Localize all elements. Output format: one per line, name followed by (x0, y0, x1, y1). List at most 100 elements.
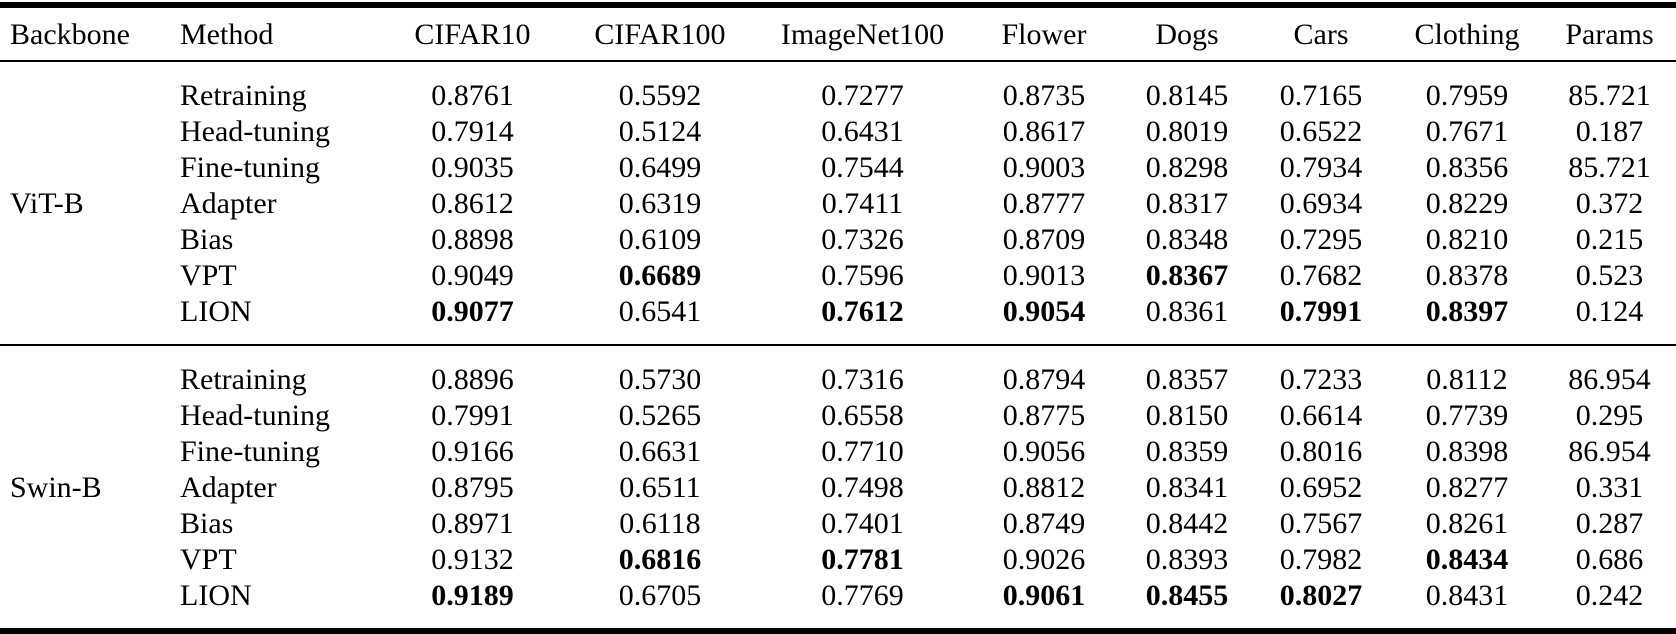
metric-value: 0.7612 (821, 294, 904, 328)
metric-value: 0.8442 (1145, 506, 1229, 540)
metric-value: 0.7769 (821, 578, 904, 612)
metric-value: 0.372 (1575, 186, 1644, 220)
table-row: LION 0.9077 0.6541 0.7612 0.9054 0.8361 0.799… (0, 293, 1676, 345)
metric-value: 0.9061 (1002, 578, 1086, 612)
metric-value: 0.7682 (1279, 258, 1363, 292)
method-label: Head-tuning (180, 398, 330, 432)
metric-value: 0.7991 (431, 398, 514, 432)
group-vit-b: ViT-B Retraining 0.8761 0.5592 0.7277 0.873… (0, 61, 1676, 345)
backbone-label: Swin-B (10, 470, 102, 504)
metric-value: 0.9166 (431, 434, 514, 468)
metric-value: 0.7959 (1425, 78, 1509, 112)
metric-value: 0.7326 (821, 222, 904, 256)
method-label: Bias (180, 222, 234, 256)
metric-value: 0.8277 (1425, 470, 1509, 504)
metric-value: 0.8378 (1425, 258, 1509, 292)
metric-value: 0.5124 (618, 114, 702, 148)
metric-value: 0.8794 (1002, 362, 1086, 396)
metric-value: 0.7411 (821, 186, 904, 220)
table-row: ViT-B Retraining 0.8761 0.5592 0.7277 0.873… (0, 61, 1676, 220)
metric-value: 0.7165 (1279, 78, 1363, 112)
metric-value: 0.8777 (1002, 186, 1086, 220)
header-params: Params (1543, 8, 1676, 62)
metric-value: 0.7934 (1279, 150, 1363, 184)
metric-value: 0.7596 (821, 258, 904, 292)
metric-value: 0.9077 (431, 294, 514, 328)
metric-value: 0.8145 (1145, 78, 1229, 112)
backbone-label: ViT-B (10, 186, 84, 220)
header-dogs: Dogs (1123, 8, 1251, 62)
metric-value: 0.8019 (1145, 114, 1229, 148)
method-label: VPT (180, 258, 237, 292)
metric-value: 0.6118 (619, 506, 701, 540)
metric-value: 0.9056 (1002, 434, 1086, 468)
metric-value: 0.7295 (1279, 222, 1363, 256)
metric-value: 0.8612 (431, 186, 514, 220)
metric-value: 0.8317 (1145, 186, 1229, 220)
metric-value: 0.8356 (1425, 150, 1509, 184)
metric-value: 0.7710 (821, 434, 904, 468)
metric-value: 0.7567 (1279, 506, 1363, 540)
metric-value: 0.9132 (431, 542, 514, 576)
metric-value: 0.8749 (1002, 506, 1086, 540)
metric-value: 0.8896 (431, 362, 514, 396)
header-flower: Flower (965, 8, 1123, 62)
metric-value: 0.8431 (1425, 578, 1509, 612)
metric-value: 0.6934 (1279, 186, 1363, 220)
header-backbone: Backbone (0, 8, 170, 62)
method-label: Retraining (180, 78, 307, 112)
header-method: Method (170, 8, 385, 62)
table-row: Fine-tuning 0.9166 0.6631 0.7710 0.9056 0.83… (0, 433, 1676, 469)
metric-value: 0.686 (1575, 542, 1644, 576)
metric-value: 0.523 (1575, 258, 1644, 292)
metric-value: 0.7781 (821, 542, 904, 576)
method-label: Fine-tuning (180, 150, 320, 184)
metric-value: 0.8150 (1145, 398, 1229, 432)
table-row: Head-tuning 0.7914 0.5124 0.6431 0.8617 0.80… (0, 113, 1676, 149)
metric-value: 0.9049 (431, 258, 514, 292)
metric-value: 0.7739 (1425, 398, 1509, 432)
metric-value: 0.8393 (1145, 542, 1229, 576)
metric-value: 0.5730 (618, 362, 702, 396)
table-row: Swin-B Retraining 0.8896 0.5730 0.7316 0.87… (0, 345, 1676, 504)
metric-value: 0.9003 (1002, 150, 1086, 184)
metric-value: 0.8112 (1426, 362, 1508, 396)
metric-value: 0.6541 (618, 294, 702, 328)
metric-value: 0.8027 (1279, 578, 1363, 612)
metric-value: 0.8229 (1425, 186, 1509, 220)
metric-value: 0.8617 (1002, 114, 1086, 148)
header-imagenet100: ImageNet100 (760, 8, 965, 62)
metric-value: 0.8367 (1145, 258, 1229, 292)
metric-value: 0.8761 (431, 78, 514, 112)
metric-value: 0.6511 (619, 470, 701, 504)
metric-value: 0.8434 (1425, 542, 1509, 576)
metric-value: 0.8735 (1002, 78, 1086, 112)
metric-value: 0.6558 (821, 398, 904, 432)
metric-value: 0.242 (1575, 578, 1644, 612)
metric-value: 0.295 (1575, 398, 1644, 432)
metric-value: 0.7277 (821, 78, 904, 112)
metric-value: 0.8898 (431, 222, 514, 256)
metric-value: 86.954 (1568, 434, 1651, 468)
method-label: Bias (180, 506, 234, 540)
metric-value: 0.8016 (1279, 434, 1363, 468)
metric-value: 0.6816 (618, 542, 702, 576)
table-row: Head-tuning 0.7991 0.5265 0.6558 0.8775 0.81… (0, 397, 1676, 433)
metric-value: 0.8210 (1425, 222, 1509, 256)
table-row: Bias 0.8971 0.6118 0.7401 0.8749 0.8442 0.756… (0, 505, 1676, 541)
metric-value: 0.6631 (618, 434, 702, 468)
header-cars: Cars (1251, 8, 1391, 62)
group-swin-b: Swin-B Retraining 0.8896 0.5730 0.7316 0.87… (0, 345, 1676, 628)
table-row: Adapter 0.8795 0.6511 0.7498 0.8812 0.8341 0.… (0, 469, 1676, 505)
metric-value: 0.6319 (618, 186, 702, 220)
metric-value: 0.6952 (1279, 470, 1363, 504)
table-row: Adapter 0.8612 0.6319 0.7411 0.8777 0.8317 0.… (0, 185, 1676, 221)
metric-value: 0.9054 (1002, 294, 1086, 328)
metric-value: 0.7316 (821, 362, 904, 396)
metric-value: 0.9013 (1002, 258, 1086, 292)
metric-value: 0.215 (1575, 222, 1644, 256)
metric-value: 0.8398 (1425, 434, 1509, 468)
metric-value: 0.6499 (618, 150, 702, 184)
metric-value: 0.6522 (1279, 114, 1363, 148)
